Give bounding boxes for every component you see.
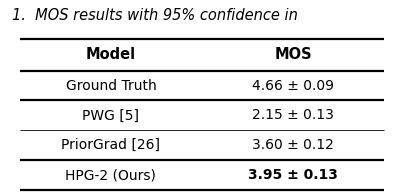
Text: Ground Truth: Ground Truth: [65, 79, 156, 93]
Text: Model: Model: [86, 47, 136, 62]
Text: PriorGrad [26]: PriorGrad [26]: [61, 138, 160, 152]
Text: 2.15 ± 0.13: 2.15 ± 0.13: [252, 108, 334, 122]
Text: HPG-2 (Ours): HPG-2 (Ours): [65, 168, 156, 182]
Text: 3.60 ± 0.12: 3.60 ± 0.12: [252, 138, 334, 152]
Text: 4.66 ± 0.09: 4.66 ± 0.09: [252, 79, 334, 93]
Text: 3.95 ± 0.13: 3.95 ± 0.13: [248, 168, 338, 182]
Text: 1.  MOS results with 95% confidence in: 1. MOS results with 95% confidence in: [12, 8, 298, 23]
Text: MOS: MOS: [274, 47, 312, 62]
Text: PWG [5]: PWG [5]: [82, 108, 139, 122]
